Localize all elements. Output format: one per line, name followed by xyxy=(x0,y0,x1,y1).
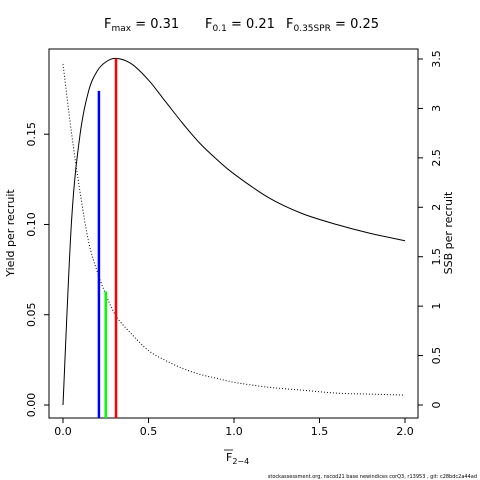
x-tick-label: 1.5 xyxy=(311,425,329,438)
y-right-tick-label: 2.5 xyxy=(430,149,443,167)
y-left-tick-label: 0.15 xyxy=(25,122,38,147)
y-left-tick-label: 0.10 xyxy=(25,212,38,237)
title-part: F0.35SPR = 0.25 xyxy=(286,17,379,34)
y-right-tick-label: 0 xyxy=(430,402,443,409)
plot-frame xyxy=(48,48,419,419)
x-tick-label: 1.0 xyxy=(225,425,243,438)
footer-text: stockassessment.org, nscod21 base newind… xyxy=(268,474,477,480)
y-axis-left-label: Yield per recruit xyxy=(4,189,17,278)
x-tick-label: 2.0 xyxy=(396,425,414,438)
y-left-tick-label: 0.05 xyxy=(25,302,38,327)
y-left-tick-label: 0.00 xyxy=(25,393,38,418)
series-layer xyxy=(62,57,406,406)
y-right-tick-label: 0.5 xyxy=(430,347,443,365)
y-right-tick-label: 1 xyxy=(430,303,443,310)
y-right-tick-label: 2 xyxy=(430,204,443,211)
reference-lines xyxy=(97,58,118,418)
x-axis-label: F2−4 xyxy=(224,449,249,466)
x-axis-label-text: F2−4 xyxy=(226,451,249,466)
y-right-tick-label: 3.5 xyxy=(430,50,443,68)
title-part: Fmax = 0.31 xyxy=(104,17,179,34)
y-right-tick-label: 1.5 xyxy=(430,248,443,266)
axes: 0.0 0.5 1.0 1.5 2.0 0.00 0.05 0.10 0.15 0 0.5 1 1.5 2… xyxy=(25,50,443,438)
x-tick-label: 0.5 xyxy=(140,425,158,438)
yield-per-recruit-line xyxy=(62,57,406,406)
x-tick-label: 0.0 xyxy=(54,425,72,438)
y-axis-right-label: SSB per recruit xyxy=(442,191,455,274)
y-right-tick-label: 3 xyxy=(430,105,443,112)
title-part: F0.1 = 0.21 xyxy=(205,17,275,34)
chart-title: Fmax = 0.31 F0.1 = 0.21 F0.35SPR = 0.25 xyxy=(104,17,379,34)
